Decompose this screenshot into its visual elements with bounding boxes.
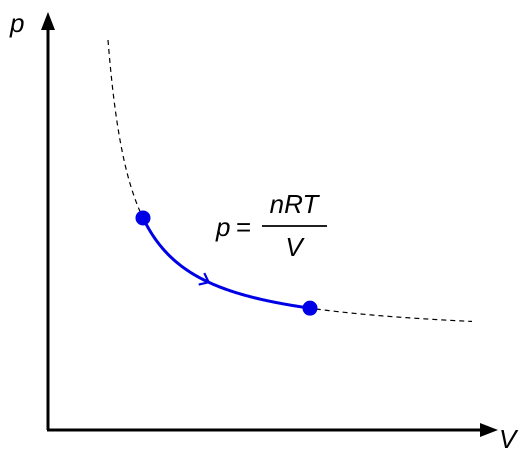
- direction-arrow-icon: [198, 272, 211, 286]
- state-point-2: [302, 300, 318, 316]
- y-axis-label: p: [9, 8, 24, 38]
- x-axis-label: V: [499, 424, 519, 454]
- formula-lhs: p: [215, 212, 230, 242]
- isotherm-dashed-curve: [107, 39, 473, 323]
- ideal-gas-formula: p = nRT V: [215, 189, 327, 262]
- y-axis-arrow-icon: [41, 12, 55, 30]
- formula-equals: =: [236, 212, 251, 242]
- formula-denominator: V: [285, 232, 305, 262]
- state-point-1: [135, 210, 151, 226]
- formula-numerator: nRT: [270, 189, 321, 219]
- x-axis-arrow-icon: [480, 423, 498, 437]
- isothermal-process-curve: [141, 217, 311, 310]
